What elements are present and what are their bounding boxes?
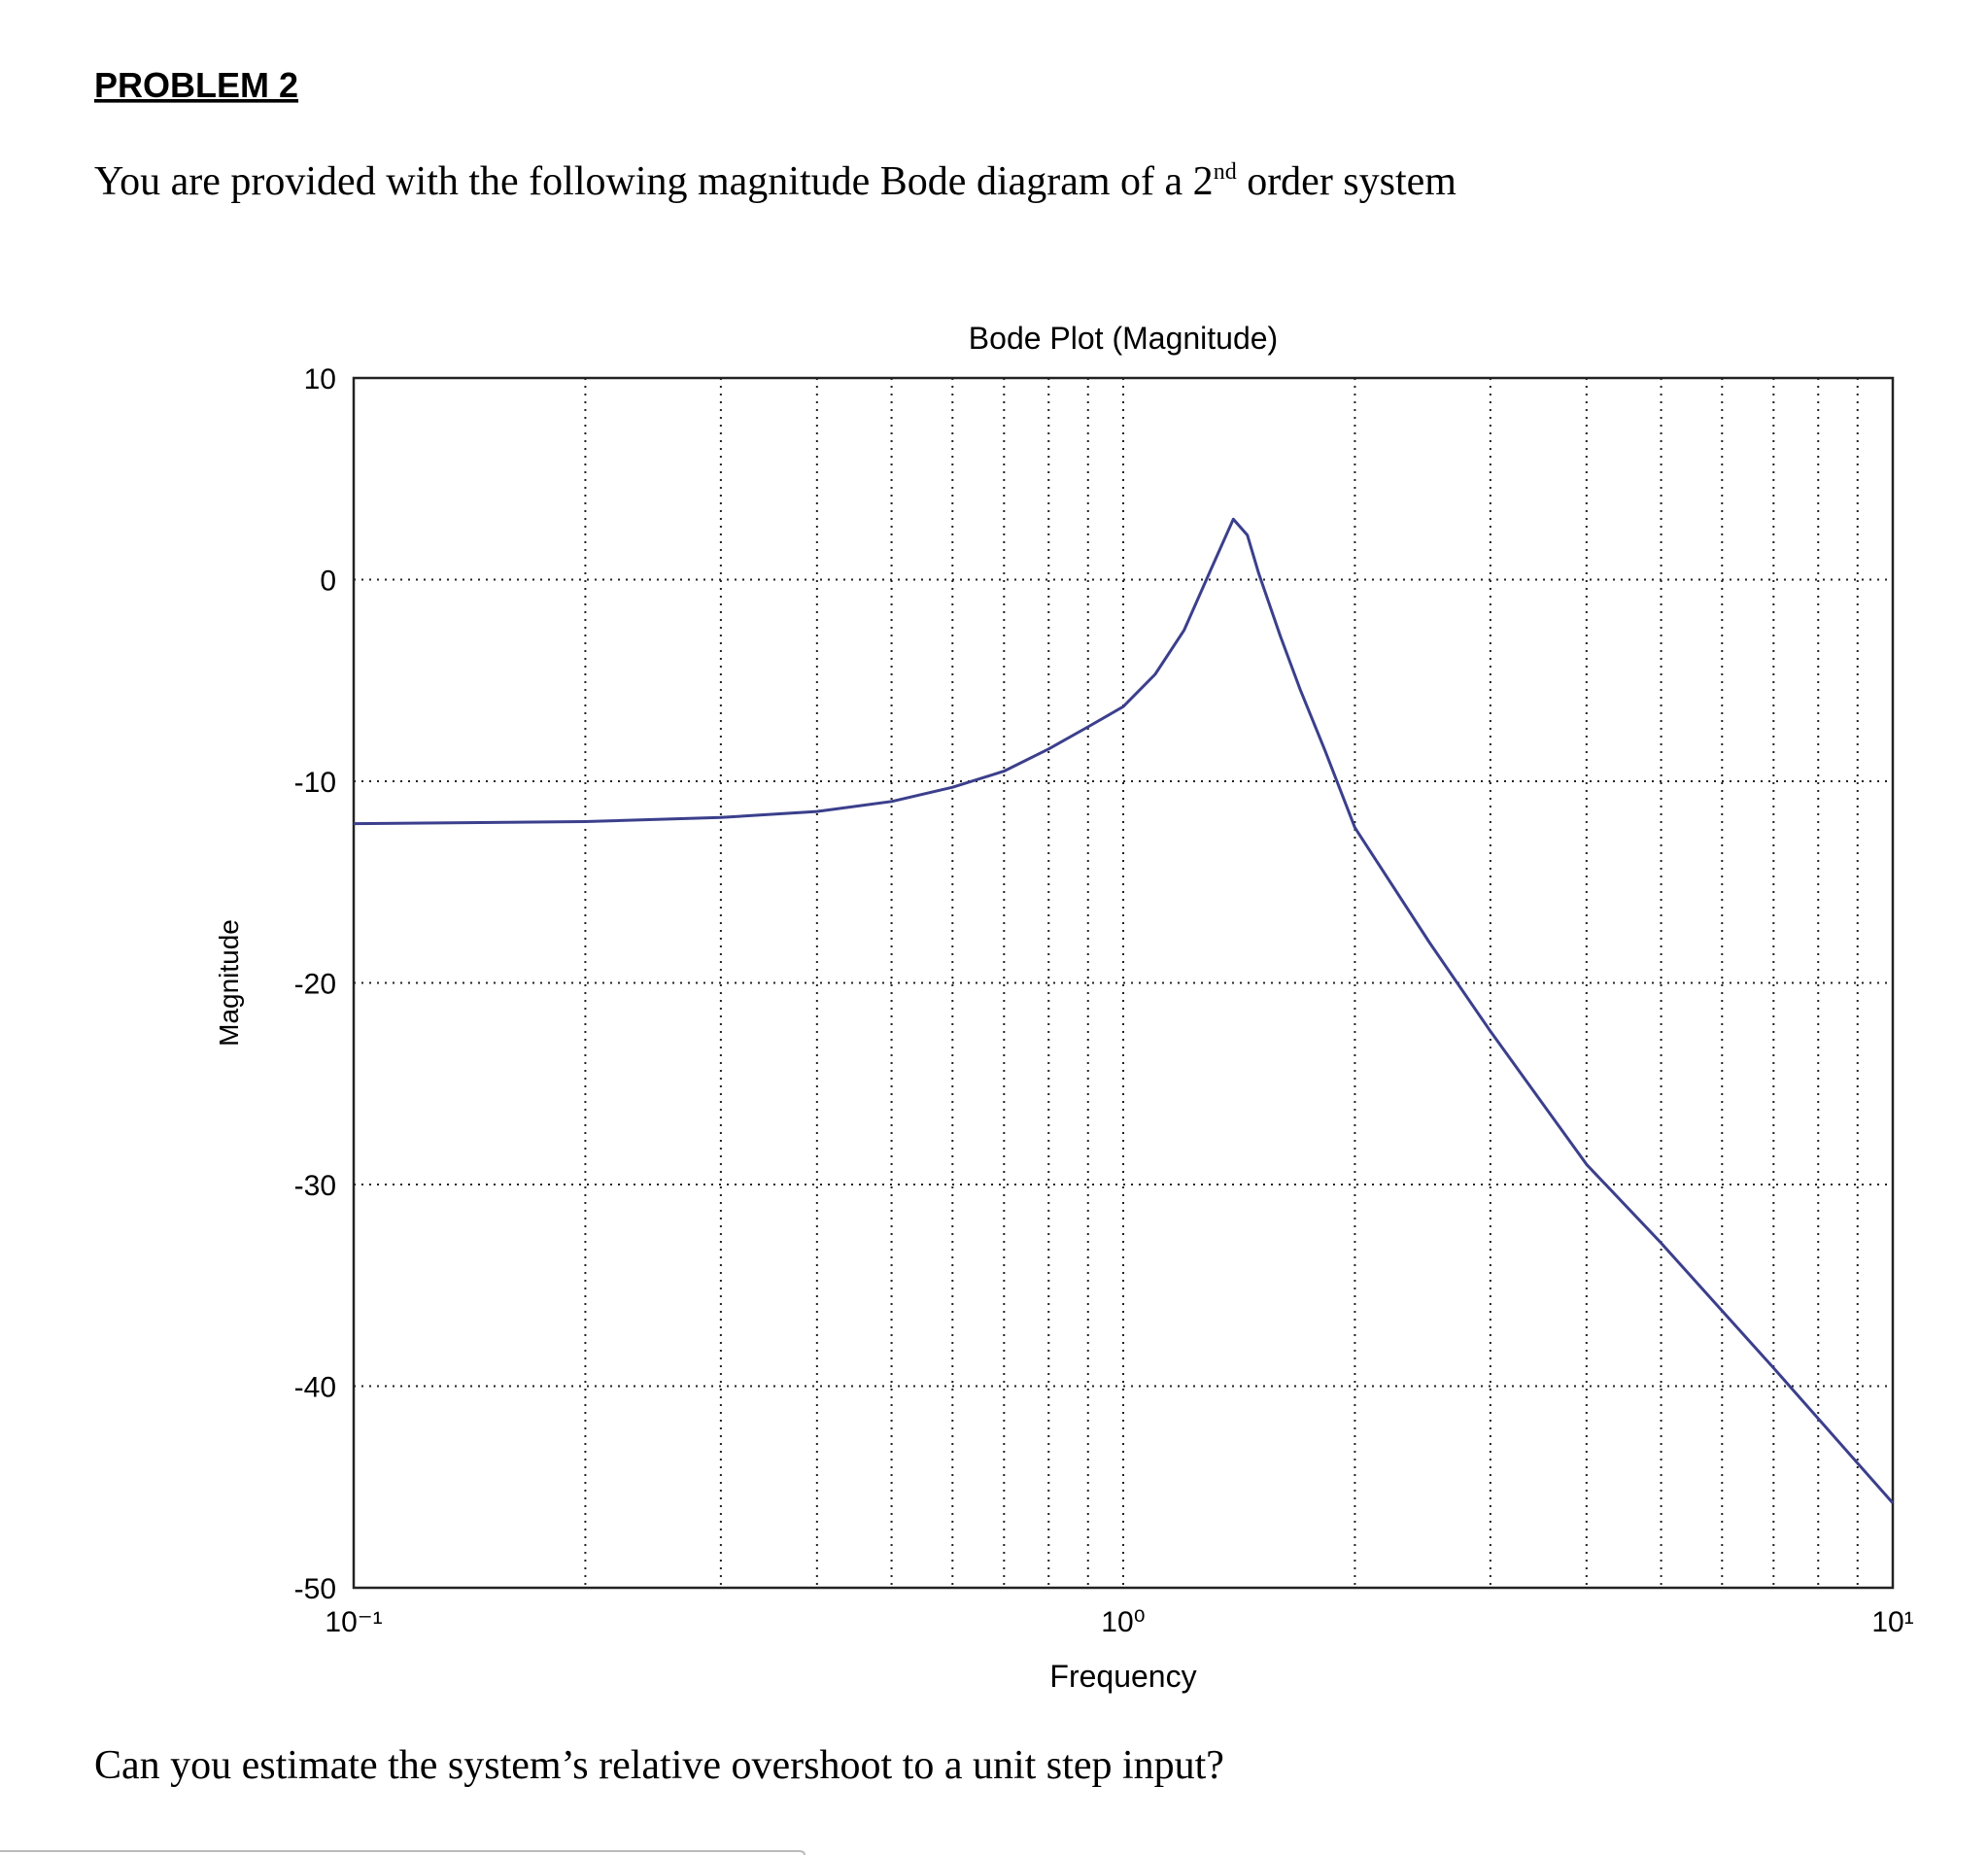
- y-tick-label: -10: [294, 767, 336, 799]
- intro-superscript: nd: [1214, 159, 1237, 185]
- chart: 10⁻¹ 10⁰ 10¹ -50 -40 -30 -20 -10 0 10 Bode Plot (M…: [214, 321, 1914, 1694]
- y-tick-label: -40: [294, 1372, 336, 1404]
- y-tick-label: -50: [294, 1573, 336, 1605]
- x-tick-label: 10⁰: [1101, 1606, 1145, 1638]
- x-axis-label: Frequency: [1049, 1659, 1196, 1694]
- heading: PROBLEM 2: [94, 65, 298, 105]
- plot-frame: [352, 376, 1895, 1590]
- x-tick-label: 10¹: [1871, 1606, 1913, 1638]
- question: Can you estimate the system’s relative o…: [94, 1743, 1224, 1788]
- y-tick-label: 10: [304, 363, 336, 395]
- intro-text: order system: [1237, 159, 1457, 204]
- y-axis-label: Magnitude: [214, 919, 244, 1047]
- answer-box-edge: [0, 1850, 805, 1855]
- magnitude-line: [353, 517, 1895, 1504]
- y-tick-label: -20: [294, 969, 336, 1001]
- chart-title: Bode Plot (Magnitude): [969, 321, 1278, 356]
- intro: You are provided with the following magn…: [94, 159, 1457, 204]
- y-tick-label: 0: [320, 566, 336, 598]
- x-tick-label: 10⁻¹: [325, 1606, 382, 1638]
- y-tick-label: -30: [294, 1170, 336, 1202]
- intro-text: You are provided with the following magn…: [94, 159, 1214, 204]
